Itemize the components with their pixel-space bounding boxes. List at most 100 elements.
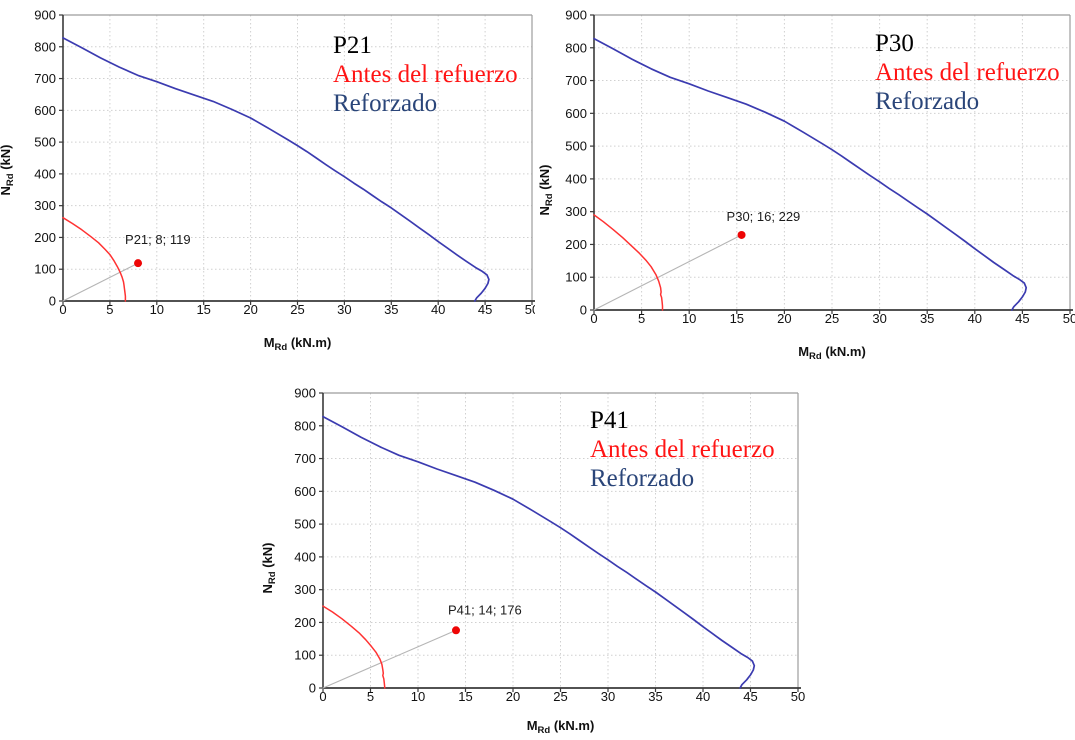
chart-svg-p30: 0 5 10 15 20 25 30 35 40 45 5001002003004005006007… (537, 8, 1075, 363)
series-reforzado (593, 37, 1028, 311)
y-tick-label: 200 (565, 237, 587, 252)
series-antes-del-refuerzo (322, 605, 386, 689)
x-tick-label: 25 (553, 689, 567, 704)
y-tick-label: 600 (34, 103, 56, 118)
chart-title: P30 (875, 30, 914, 57)
y-tick-label: 900 (294, 386, 316, 401)
y-tick-label: 0 (309, 681, 316, 696)
y-tick-label: 0 (49, 294, 56, 309)
x-tick-label: 15 (730, 311, 744, 326)
x-tick-label: 20 (506, 689, 520, 704)
x-tick-label: 5 (638, 311, 645, 326)
legend-p30: P30 Antes del refuerzo Reforzado (875, 29, 1060, 116)
x-tick-label: 30 (872, 311, 886, 326)
y-tick-label: 900 (34, 8, 56, 23)
chart-p21: 0510152025303540455001002003004005006007… (0, 0, 535, 365)
design-point-label: P41; 14; 176 (448, 602, 522, 617)
x-tick-label: 25 (290, 302, 304, 317)
y-tick-label: 300 (34, 198, 56, 213)
x-tick-label: 25 (825, 311, 839, 326)
x-tick-label: 50 (1063, 311, 1075, 326)
x-tick-label: 15 (196, 302, 210, 317)
legend-entry-reinforced: Reforzado (333, 90, 438, 117)
x-tick-label: 45 (1015, 311, 1029, 326)
x-tick-label: 50 (525, 302, 535, 317)
legend-entry-before: Antes del refuerzo (875, 59, 1060, 86)
x-tick-label: 40 (696, 689, 710, 704)
y-tick-label: 800 (34, 39, 56, 54)
y-tick-label: 400 (565, 171, 587, 186)
x-tick-label: 10 (682, 311, 696, 326)
x-tick-label: 45 (743, 689, 757, 704)
design-point-marker (452, 626, 460, 635)
legend-entry-reinforced: Reforzado (590, 465, 695, 492)
legend-entry-before: Antes del refuerzo (590, 436, 775, 463)
x-tick-label: 40 (431, 302, 445, 317)
series-reforzado (322, 415, 756, 689)
y-tick-label: 700 (34, 71, 56, 86)
x-tick-label: 45 (478, 302, 492, 317)
design-point-marker (134, 259, 143, 268)
x-tick-label: 20 (777, 311, 791, 326)
series-reforzado (62, 37, 490, 302)
legend-entry-reinforced: Reforzado (875, 88, 980, 115)
tick-layer: 0510152025303540455001002003004005006007… (34, 8, 535, 318)
y-tick-label: 400 (34, 166, 56, 181)
legend-p21: P21 Antes del refuerzo Reforzado (333, 31, 518, 118)
y-tick-label: 700 (565, 73, 587, 88)
series-linea-demanda (322, 629, 457, 689)
series-linea-demanda (593, 234, 743, 311)
y-tick-label: 600 (565, 106, 587, 121)
chart-title: P41 (590, 407, 629, 434)
y-tick-label: 800 (294, 418, 316, 433)
series-antes-del-refuerzo (593, 214, 664, 311)
x-axis-title: MRd (kN.m) (798, 344, 866, 362)
x-tick-label: 5 (106, 302, 113, 317)
y-tick-label: 500 (34, 135, 56, 150)
x-axis-title: MRd (kN.m) (264, 335, 332, 353)
x-tick-label: 30 (601, 689, 615, 704)
x-axis-title: MRd (kN.m) (527, 718, 595, 736)
x-tick-label: 40 (968, 311, 982, 326)
x-tick-label: 10 (411, 689, 425, 704)
legend-p41: P41 Antes del refuerzo Reforzado (590, 406, 775, 493)
y-tick-label: 200 (294, 615, 316, 630)
chart-svg-p21: 0510152025303540455001002003004005006007… (0, 8, 535, 353)
y-tick-label: 0 (580, 303, 587, 318)
series-linea-demanda (62, 262, 139, 302)
y-tick-label: 800 (565, 40, 587, 55)
y-tick-label: 300 (294, 582, 316, 597)
y-tick-label: 400 (294, 549, 316, 564)
x-tick-label: 10 (150, 302, 164, 317)
design-point-marker (737, 230, 746, 239)
x-tick-label: 20 (243, 302, 257, 317)
y-axis-title: NRd (kN) (260, 543, 278, 594)
y-tick-label: 100 (34, 262, 56, 277)
x-tick-label: 15 (458, 689, 472, 704)
y-tick-label: 900 (565, 8, 587, 23)
x-tick-label: 5 (367, 689, 374, 704)
series-antes-del-refuerzo (62, 216, 127, 302)
y-tick-label: 700 (294, 451, 316, 466)
y-tick-label: 500 (565, 139, 587, 154)
grid-layer (594, 15, 1070, 310)
x-tick-label: 35 (648, 689, 662, 704)
x-tick-label: 35 (384, 302, 398, 317)
design-point-label: P30; 16; 229 (727, 209, 801, 224)
y-axis-title: NRd (kN) (537, 165, 555, 216)
design-point-label: P21; 8; 119 (125, 232, 191, 247)
chart-title: P21 (333, 32, 372, 59)
legend-entry-before: Antes del refuerzo (333, 61, 518, 88)
x-tick-label: 30 (337, 302, 351, 317)
y-tick-label: 100 (565, 270, 587, 285)
y-tick-label: 200 (34, 230, 56, 245)
y-tick-label: 100 (294, 648, 316, 663)
y-tick-label: 300 (565, 204, 587, 219)
x-tick-label: 50 (791, 689, 805, 704)
y-tick-label: 500 (294, 517, 316, 532)
y-axis-title: NRd (kN) (0, 145, 16, 196)
chart-p30: 0 5 10 15 20 25 30 35 40 45 50 0 100 200 300 400 500 600 7… (535, 0, 1075, 365)
x-tick-label: 0 (590, 311, 597, 326)
